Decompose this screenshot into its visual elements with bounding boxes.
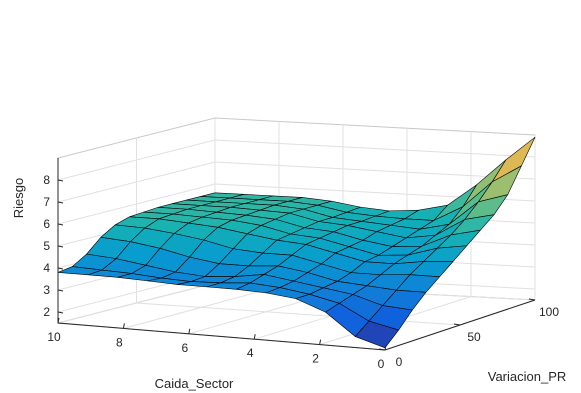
z-tick-label: 8 <box>43 173 50 187</box>
y-tick <box>528 298 536 301</box>
y-tick-label: 0 <box>396 355 403 369</box>
y-tick-label: 50 <box>467 330 481 344</box>
y-tick <box>378 348 386 351</box>
x-tick <box>122 323 125 329</box>
z-axis-label: Riesgo <box>11 178 26 218</box>
z-tick <box>57 179 64 182</box>
z-tick <box>57 201 64 204</box>
x-tick <box>319 339 322 345</box>
y-tick <box>453 323 461 326</box>
y-axis-label: Variacion_PR <box>488 369 567 384</box>
x-axis-label: Caida_Sector <box>155 376 234 391</box>
x-tick-label: 4 <box>247 346 254 360</box>
x-tick-label: 8 <box>116 335 123 349</box>
x-tick-label: 0 <box>378 357 385 371</box>
x-tick <box>57 317 60 324</box>
surface-mesh <box>57 136 536 349</box>
x-tick-label: 10 <box>47 330 61 344</box>
z-tick <box>57 267 64 270</box>
z-tick <box>57 223 64 226</box>
z-tick <box>57 289 64 292</box>
z-tick <box>57 311 64 314</box>
tick-labels: 2 3 4 5 6 7 8 10 8 6 4 2 0 0 50 100 <box>43 173 559 371</box>
z-tick-label: 6 <box>43 217 50 231</box>
z-tick-label: 4 <box>43 261 50 275</box>
y-tick-label: 100 <box>539 305 559 319</box>
x-tick-label: 6 <box>181 341 188 355</box>
x-tick <box>188 328 191 334</box>
z-tick-label: 7 <box>43 195 50 209</box>
x-tick <box>384 344 387 351</box>
x-tick-label: 2 <box>312 352 319 366</box>
z-tick-label: 5 <box>43 239 50 253</box>
z-tick <box>57 245 64 248</box>
z-tick-label: 2 <box>43 305 50 319</box>
z-tick-label: 3 <box>43 283 50 297</box>
x-tick <box>253 334 256 340</box>
surface-face <box>354 320 399 349</box>
